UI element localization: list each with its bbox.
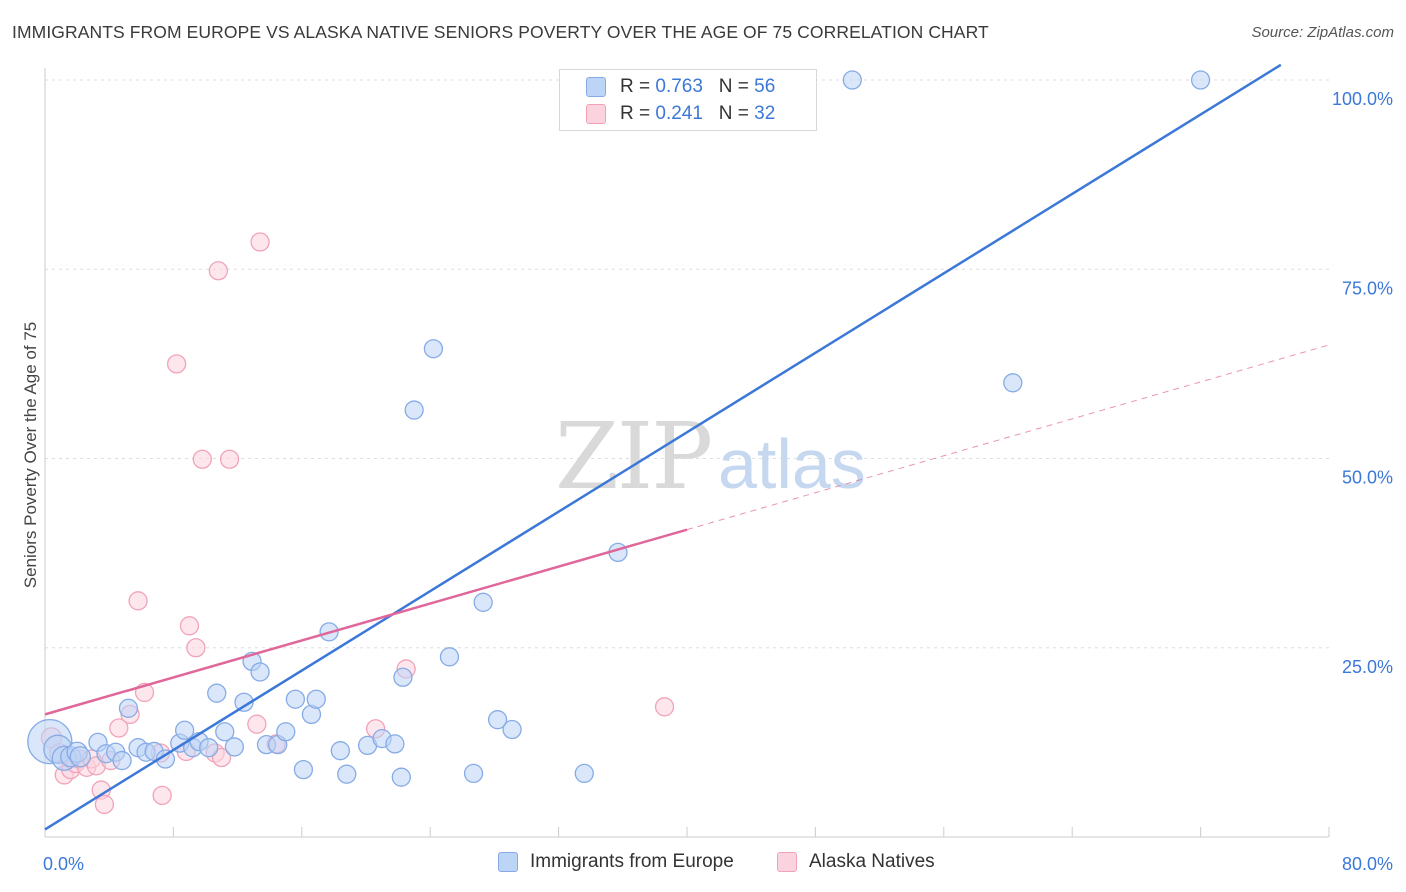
- immigrants-point: [112, 750, 132, 771]
- alaska-trend-line: [44, 528, 688, 716]
- immigrants-point: [330, 741, 350, 761]
- immigrants-point: [385, 734, 405, 754]
- r-label: R =: [620, 76, 656, 97]
- legend-label-alaska: Alaska Natives: [809, 851, 935, 872]
- immigrants-point: [502, 719, 522, 740]
- alaska-point: [152, 785, 172, 806]
- y-tick-label: 75.0%: [1342, 278, 1393, 298]
- alaska-point: [186, 638, 206, 658]
- immigrants-point: [306, 689, 326, 709]
- x-tick-label: 80.0%: [1342, 854, 1393, 874]
- r-value: 0.763: [655, 76, 703, 97]
- grid-lines: [45, 79, 1329, 649]
- immigrants-point: [69, 746, 91, 768]
- chart-title: IMMIGRANTS FROM EUROPE VS ALASKA NATIVE …: [12, 22, 989, 42]
- blue-swatch: [498, 852, 518, 872]
- immigrants-point: [337, 764, 357, 784]
- alaska-point: [128, 591, 148, 611]
- alaska-point: [247, 714, 267, 734]
- immigrants-point: [487, 710, 508, 730]
- immigrants-point: [276, 722, 296, 742]
- immigrants-point: [463, 763, 484, 784]
- n-value: 56: [754, 76, 776, 97]
- legend-item-alaska[interactable]: Alaska Natives: [777, 851, 935, 873]
- immigrants-point: [1003, 373, 1023, 393]
- immigrants-point: [215, 722, 235, 742]
- r-value: 0.241: [655, 103, 703, 124]
- legend-item-immigrants[interactable]: Immigrants from Europe: [498, 851, 734, 873]
- watermark-atlas: atlas: [718, 425, 866, 503]
- alaska-point: [192, 449, 212, 469]
- alaska-point: [208, 261, 228, 281]
- series-legend: Immigrants from Europe Alaska Natives: [0, 851, 1406, 879]
- immigrants-point: [199, 738, 219, 758]
- legend-label-immigrants: Immigrants from Europe: [530, 851, 734, 872]
- y-tick-label: 50.0%: [1342, 468, 1393, 488]
- immigrants-point: [473, 592, 493, 612]
- immigrants-point: [155, 749, 176, 769]
- immigrants-point: [439, 647, 460, 667]
- alaska-natives-points: [40, 232, 675, 815]
- legend-row-immigrants: R = 0.763 N = 56: [586, 74, 776, 100]
- immigrants-point: [293, 759, 314, 780]
- pink-swatch: [777, 852, 797, 872]
- alaska-trend-extension: [686, 344, 1330, 531]
- immigrants-point: [574, 763, 594, 784]
- correlation-legend: R = 0.763 N = 56 R = 0.241 N = 32: [559, 69, 817, 131]
- immigrants-point: [174, 720, 195, 740]
- y-tick-label: 100.0%: [1332, 89, 1393, 109]
- alaska-point: [179, 616, 200, 636]
- immigrants-point: [285, 689, 306, 709]
- immigrants-point: [842, 70, 862, 90]
- immigrants-point: [250, 662, 270, 682]
- trend-lines: [44, 63, 1330, 831]
- alaska-point: [109, 718, 129, 738]
- alaska-point: [219, 449, 240, 469]
- tick-labels: 25.0% 50.0% 75.0% 100.0% 0.0% 80.0%: [43, 89, 1393, 874]
- immigrants-point: [1190, 70, 1211, 90]
- alaska-point: [211, 747, 232, 768]
- immigrants-point: [234, 692, 254, 712]
- pink-swatch: [586, 104, 606, 124]
- immigrants-point: [224, 737, 245, 757]
- r-label: R =: [620, 103, 656, 124]
- watermark-zip: ZIP: [555, 403, 711, 510]
- immigrants-point: [391, 767, 411, 787]
- n-value: 32: [754, 103, 776, 124]
- n-label: N =: [718, 103, 755, 124]
- immigrants-point: [423, 339, 444, 359]
- y-tick-label: 25.0%: [1342, 657, 1393, 677]
- immigrants-trend-line: [44, 63, 1282, 831]
- alaska-point: [654, 697, 675, 717]
- alaska-point: [166, 354, 187, 374]
- blue-swatch: [586, 77, 606, 97]
- immigrants-point: [118, 698, 139, 718]
- n-label: N =: [718, 76, 755, 97]
- legend-row-alaska: R = 0.241 N = 32: [586, 101, 776, 127]
- alaska-point: [94, 794, 115, 815]
- immigrants-point: [404, 400, 424, 420]
- axes: [44, 68, 1330, 838]
- x-tick-label: 0.0%: [43, 854, 84, 874]
- immigrants-point: [207, 683, 227, 703]
- immigrants-point: [393, 667, 413, 687]
- alaska-point: [250, 232, 270, 252]
- source-label: Source: ZipAtlas.com: [1251, 24, 1394, 41]
- watermark: ZIP atlas: [555, 403, 866, 510]
